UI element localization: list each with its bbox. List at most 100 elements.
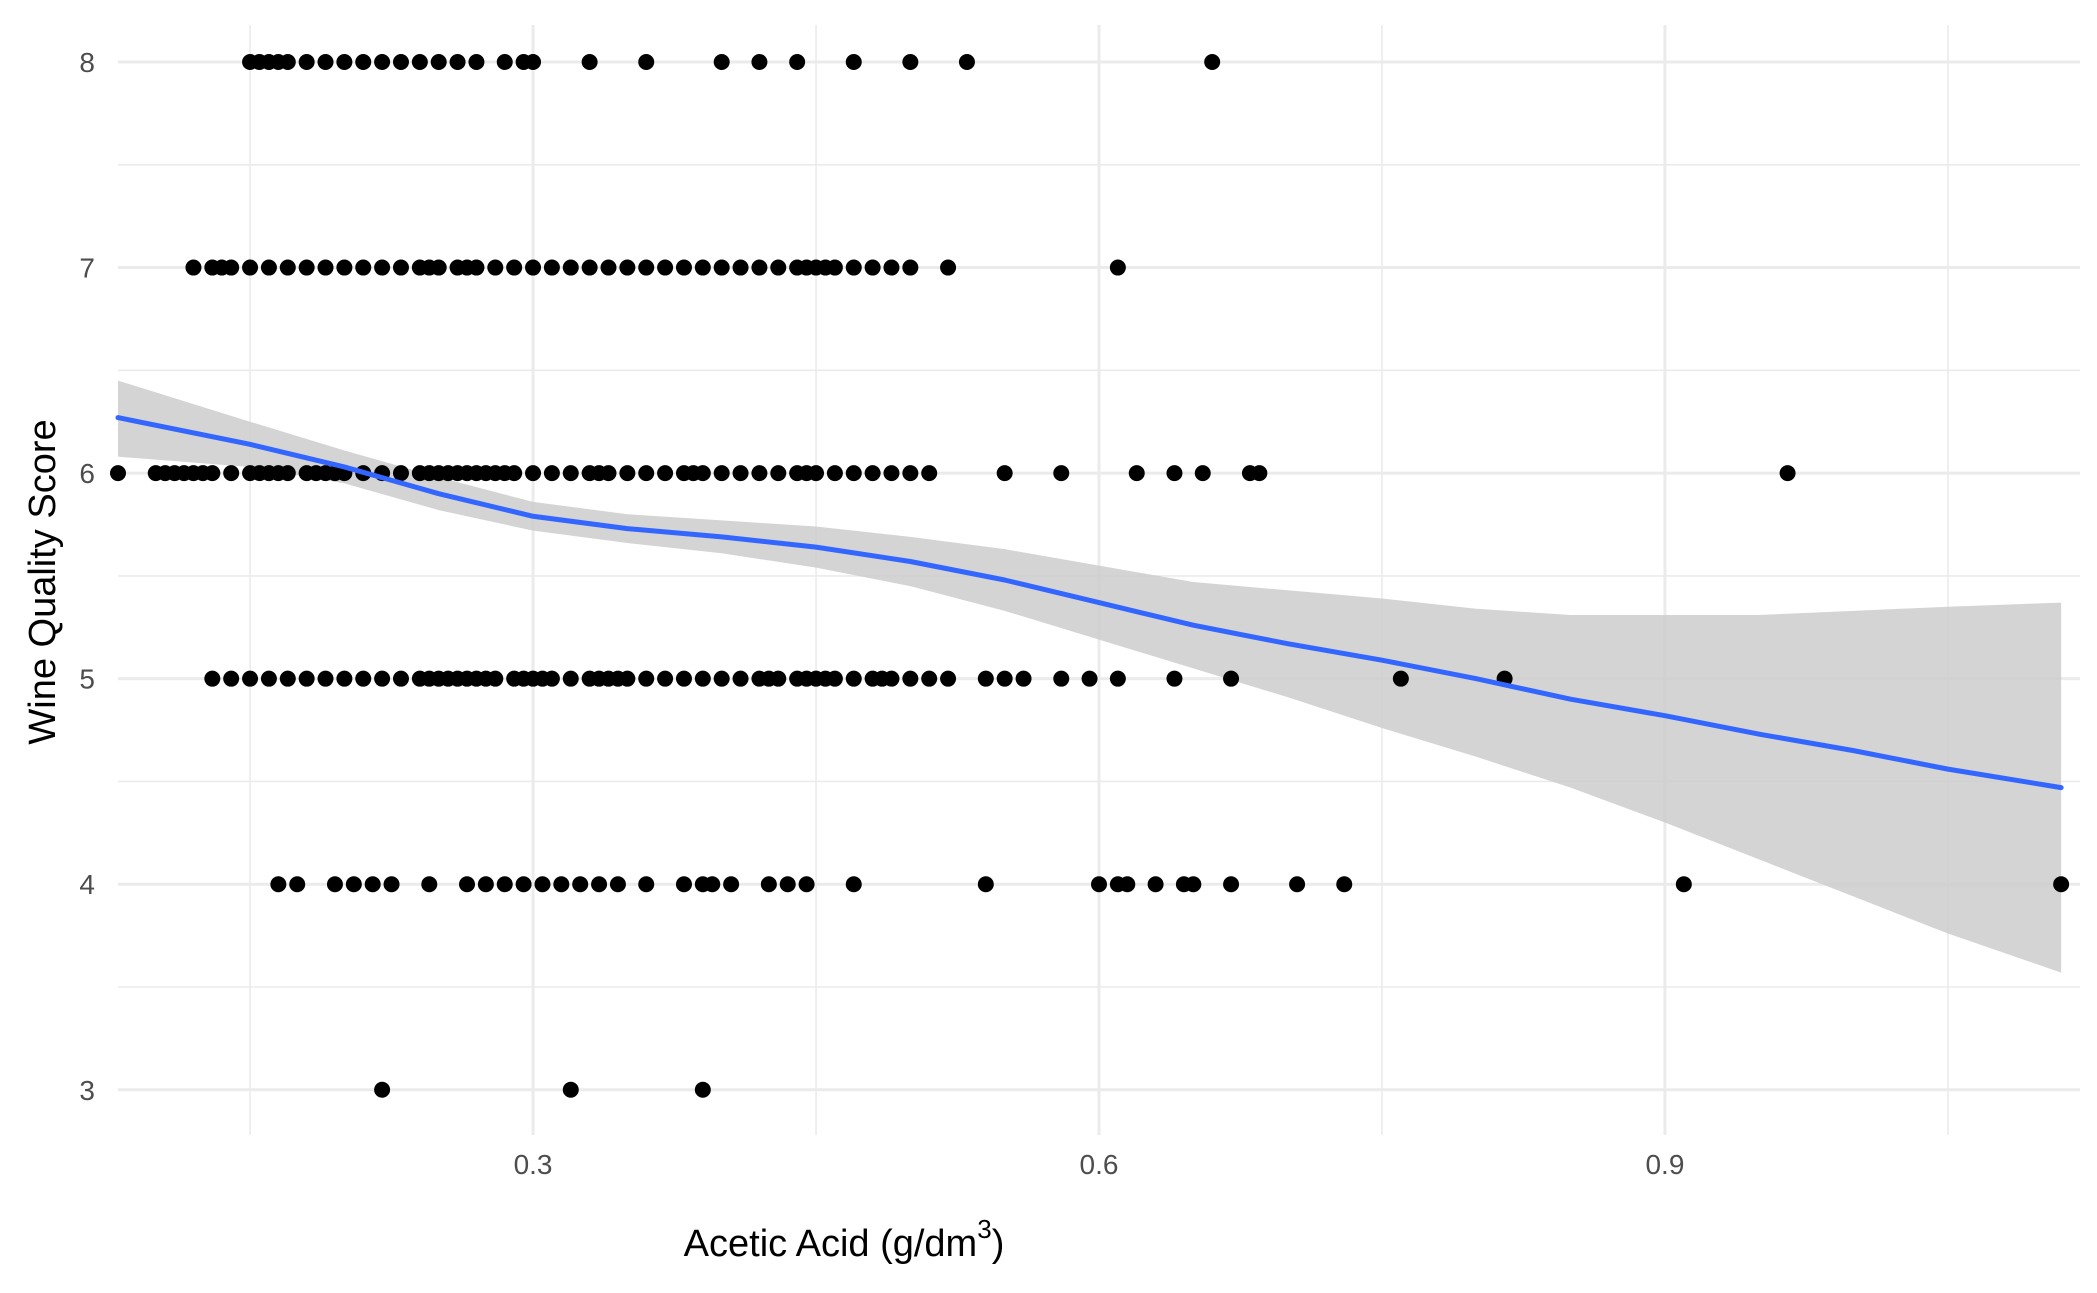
data-point — [827, 671, 843, 687]
data-point — [1148, 876, 1164, 892]
data-point — [770, 260, 786, 276]
data-point — [714, 260, 730, 276]
data-point — [638, 54, 654, 70]
data-point — [563, 260, 579, 276]
data-point — [827, 465, 843, 481]
data-point — [657, 260, 673, 276]
data-point — [563, 465, 579, 481]
data-point — [204, 465, 220, 481]
data-point — [940, 260, 956, 276]
data-point — [289, 876, 305, 892]
data-point — [270, 876, 286, 892]
data-point — [1223, 671, 1239, 687]
data-point — [883, 671, 899, 687]
y-tick-label: 6 — [79, 458, 95, 489]
x-tick-label: 0.3 — [514, 1149, 553, 1180]
data-point — [751, 54, 767, 70]
data-point — [299, 260, 315, 276]
data-point — [582, 260, 598, 276]
data-point — [770, 671, 786, 687]
data-point — [638, 465, 654, 481]
data-point — [525, 260, 541, 276]
data-point — [789, 54, 805, 70]
data-point — [242, 671, 258, 687]
data-point — [563, 671, 579, 687]
data-point — [714, 54, 730, 70]
data-point — [544, 260, 560, 276]
data-point — [1336, 876, 1352, 892]
data-point — [846, 876, 862, 892]
data-point — [695, 671, 711, 687]
data-point — [516, 876, 532, 892]
data-point — [902, 671, 918, 687]
data-point — [997, 671, 1013, 687]
data-point — [544, 465, 560, 481]
data-point — [601, 465, 617, 481]
data-point — [1185, 876, 1201, 892]
data-point — [374, 671, 390, 687]
data-point — [761, 876, 777, 892]
data-point — [733, 671, 749, 687]
data-point — [1223, 876, 1239, 892]
data-point — [450, 54, 466, 70]
data-point — [563, 1082, 579, 1098]
y-axis-title: Wine Quality Score — [22, 419, 64, 744]
data-point — [412, 54, 428, 70]
data-point — [393, 465, 409, 481]
data-point — [431, 260, 447, 276]
data-point — [327, 876, 343, 892]
data-point — [497, 54, 513, 70]
data-point — [582, 54, 598, 70]
data-point — [676, 671, 692, 687]
data-point — [846, 260, 862, 276]
data-point — [374, 54, 390, 70]
data-point — [902, 54, 918, 70]
data-point — [883, 465, 899, 481]
data-point — [846, 465, 862, 481]
data-point — [638, 260, 654, 276]
data-point — [695, 1082, 711, 1098]
data-point — [902, 465, 918, 481]
data-point — [299, 671, 315, 687]
data-point — [261, 260, 277, 276]
x-tick-label: 0.9 — [1645, 1149, 1684, 1180]
data-point — [506, 260, 522, 276]
data-point — [733, 465, 749, 481]
data-point — [318, 671, 334, 687]
data-point — [355, 260, 371, 276]
data-point — [921, 671, 937, 687]
data-point — [318, 54, 334, 70]
data-point — [261, 671, 277, 687]
data-point — [1166, 671, 1182, 687]
data-point — [978, 671, 994, 687]
y-tick-label: 8 — [79, 47, 95, 78]
data-point — [883, 260, 899, 276]
x-axis-title-superscript: 3 — [977, 1214, 991, 1244]
data-point — [676, 260, 692, 276]
data-point — [1251, 465, 1267, 481]
data-point — [525, 54, 541, 70]
data-point — [1780, 465, 1796, 481]
data-point — [827, 260, 843, 276]
data-point — [601, 260, 617, 276]
data-point — [1110, 260, 1126, 276]
data-point — [676, 876, 692, 892]
data-point — [1204, 54, 1220, 70]
data-point — [110, 465, 126, 481]
data-point — [1016, 671, 1032, 687]
data-point — [506, 465, 522, 481]
data-point — [431, 54, 447, 70]
data-point — [365, 876, 381, 892]
data-point — [1195, 465, 1211, 481]
data-point — [902, 260, 918, 276]
data-point — [336, 260, 352, 276]
data-point — [421, 876, 437, 892]
x-axis-title-suffix: ) — [992, 1223, 1005, 1265]
data-point — [695, 465, 711, 481]
data-point — [997, 465, 1013, 481]
data-point — [280, 671, 296, 687]
data-point — [846, 671, 862, 687]
data-point — [770, 465, 786, 481]
data-point — [487, 671, 503, 687]
